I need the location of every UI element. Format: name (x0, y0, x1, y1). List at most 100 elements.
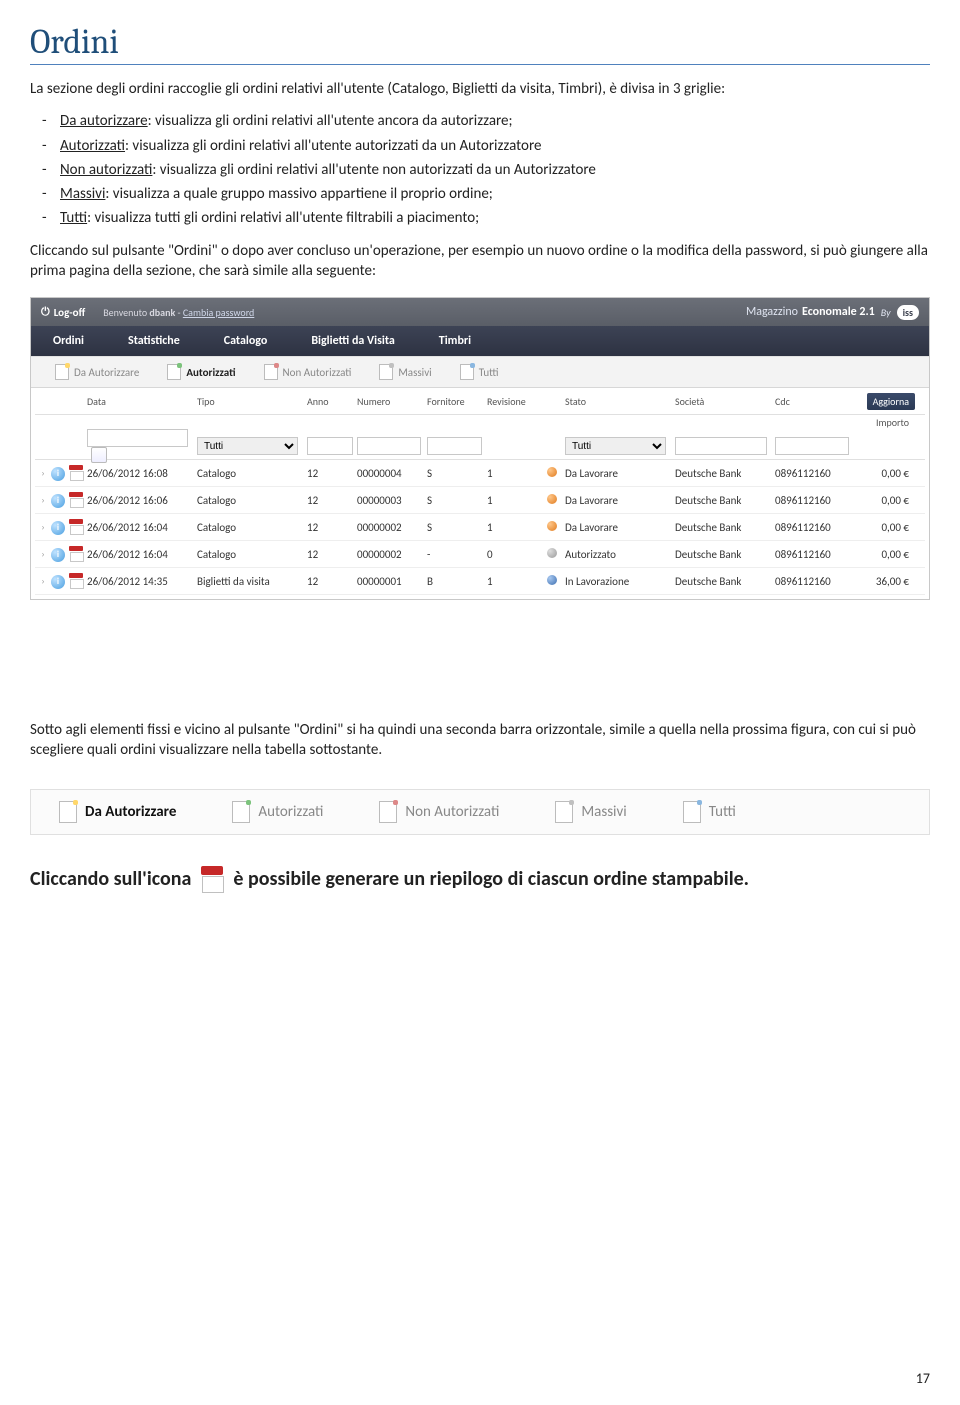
logoff-button[interactable]: ⏻ Log-off (41, 305, 85, 319)
subnav-item[interactable]: Da Autorizzare (41, 364, 153, 380)
cell-anno: 12 (307, 548, 357, 561)
final-paragraph: Cliccando sull'icona è possibile generar… (30, 863, 930, 895)
filter-fornitore[interactable] (427, 437, 482, 455)
subnav-label: Tutti (479, 366, 499, 379)
filter-stato[interactable]: Tutti (565, 437, 666, 455)
definition-item: Massivi: visualizza a quale gruppo massi… (60, 184, 930, 204)
info-icon[interactable]: i (51, 520, 69, 535)
subnav-item[interactable]: Tutti (655, 801, 764, 823)
sub-nav: Da Autorizzare Autorizzati Non Autorizzati… (31, 356, 929, 388)
pdf-icon[interactable] (69, 519, 87, 536)
pdf-icon[interactable] (69, 492, 87, 509)
cell-stato: Da Lavorare (565, 494, 675, 507)
sub-nav-figure: Da Autorizzare Autorizzati Non Autorizzati… (30, 789, 930, 835)
th-stato: Stato (565, 395, 675, 408)
change-password-link[interactable]: Cambia password (183, 306, 254, 319)
brand: Magazzino Economale 2.1 By iss (746, 305, 919, 320)
refresh-button[interactable]: Aggiorna (867, 393, 915, 410)
subnav-item[interactable]: Autorizzati (204, 801, 351, 823)
cell-cdc: 0896112160 (775, 494, 855, 507)
cell-numero: 00000004 (357, 467, 427, 480)
nav-item[interactable]: Ordini (31, 334, 106, 348)
info-icon[interactable]: i (51, 574, 69, 589)
info-icon[interactable]: i (51, 466, 69, 481)
th-importo: Importo (855, 416, 915, 429)
info-icon[interactable]: i (51, 493, 69, 508)
th-anno: Anno (307, 395, 357, 408)
subnav-item[interactable]: Da Autorizzare (31, 801, 204, 823)
info-icon[interactable]: i (51, 547, 69, 562)
cell-importo: 0,00 € (855, 548, 915, 561)
table-row[interactable]: ›i26/06/2012 16:04Catalogo1200000002S1Da… (35, 514, 925, 541)
cell-data: 26/06/2012 16:04 (87, 548, 197, 561)
subnav-item[interactable]: Autorizzati (153, 364, 249, 380)
subnav-label: Da Autorizzare (74, 366, 139, 379)
status-dot-icon (547, 494, 565, 507)
calendar-icon[interactable] (91, 447, 107, 463)
filter-numero[interactable] (357, 437, 421, 455)
subnav-label: Non Autorizzati (405, 803, 499, 821)
subnav-item[interactable]: Massivi (527, 801, 654, 823)
subnav-label: Autorizzati (186, 366, 235, 379)
table-header: Data Tipo Anno Numero Fornitore Revision… (35, 388, 925, 415)
iss-logo-icon: iss (897, 305, 919, 320)
pdf-icon (201, 866, 223, 892)
cell-importo: 0,00 € (855, 521, 915, 534)
app-screenshot: ⏻ Log-off Benvenuto dbank - Cambia passw… (30, 297, 930, 600)
th-revisione: Revisione (487, 395, 547, 408)
pdf-icon[interactable] (69, 573, 87, 590)
table-header-2: Importo (35, 415, 925, 429)
table-row[interactable]: ›i26/06/2012 16:08Catalogo1200000004S1Da… (35, 460, 925, 487)
cell-stato: Da Lavorare (565, 521, 675, 534)
cell-revisione: 1 (487, 467, 547, 480)
table-row[interactable]: ›i26/06/2012 14:35Biglietti da visita120… (35, 568, 925, 595)
subnav-label: Da Autorizzare (85, 803, 176, 821)
definition-item: Autorizzati: visualizza gli ordini relat… (60, 136, 930, 156)
topbar: ⏻ Log-off Benvenuto dbank - Cambia passw… (31, 298, 929, 326)
filter-data[interactable] (87, 429, 188, 447)
nav-item[interactable]: Catalogo (202, 334, 290, 348)
cell-revisione: 1 (487, 575, 547, 588)
pdf-icon[interactable] (69, 465, 87, 482)
filter-tipo[interactable]: Tutti (197, 437, 298, 455)
status-dot-icon (547, 467, 565, 480)
nav-item[interactable]: Timbri (417, 334, 493, 348)
subnav-item[interactable]: Tutti (446, 364, 513, 380)
paragraph-2: Sotto agli elementi fissi e vicino al pu… (30, 720, 930, 761)
intro-paragraph: La sezione degli ordini raccoglie gli or… (30, 79, 930, 99)
welcome-text: Benvenuto dbank - Cambia password (103, 306, 254, 319)
subnav-item[interactable]: Non Autorizzati (351, 801, 527, 823)
cell-societa: Deutsche Bank (675, 548, 775, 561)
pdf-icon[interactable] (69, 546, 87, 563)
title-rule (30, 64, 930, 65)
table-row[interactable]: ›i26/06/2012 16:04Catalogo1200000002-0Au… (35, 541, 925, 568)
nav-item[interactable]: Statistiche (106, 334, 202, 348)
nav-item[interactable]: Biglietti da Visita (289, 334, 416, 348)
expand-icon[interactable]: › (35, 549, 51, 560)
cell-fornitore: - (427, 548, 487, 561)
expand-icon[interactable]: › (35, 495, 51, 506)
table-row[interactable]: ›i26/06/2012 16:06Catalogo1200000003S1Da… (35, 487, 925, 514)
doc-icon (379, 801, 397, 823)
subnav-label: Autorizzati (258, 803, 323, 821)
cell-revisione: 1 (487, 521, 547, 534)
subnav-item[interactable]: Non Autorizzati (250, 364, 366, 380)
filter-row: Tutti Tutti (35, 429, 925, 460)
subnav-label: Massivi (398, 366, 431, 379)
th-cdc: Cdc (775, 395, 855, 408)
cell-revisione: 0 (487, 548, 547, 561)
filter-societa[interactable] (675, 437, 767, 455)
subnav-label: Non Autorizzati (283, 366, 352, 379)
doc-icon (555, 801, 573, 823)
cell-numero: 00000001 (357, 575, 427, 588)
th-fornitore: Fornitore (427, 395, 487, 408)
cell-numero: 00000003 (357, 494, 427, 507)
page-number: 17 (916, 1370, 930, 1387)
cell-tipo: Catalogo (197, 521, 307, 534)
expand-icon[interactable]: › (35, 522, 51, 533)
filter-cdc[interactable] (775, 437, 849, 455)
subnav-item[interactable]: Massivi (365, 364, 445, 380)
expand-icon[interactable]: › (35, 468, 51, 479)
filter-anno[interactable] (307, 437, 353, 455)
expand-icon[interactable]: › (35, 576, 51, 587)
